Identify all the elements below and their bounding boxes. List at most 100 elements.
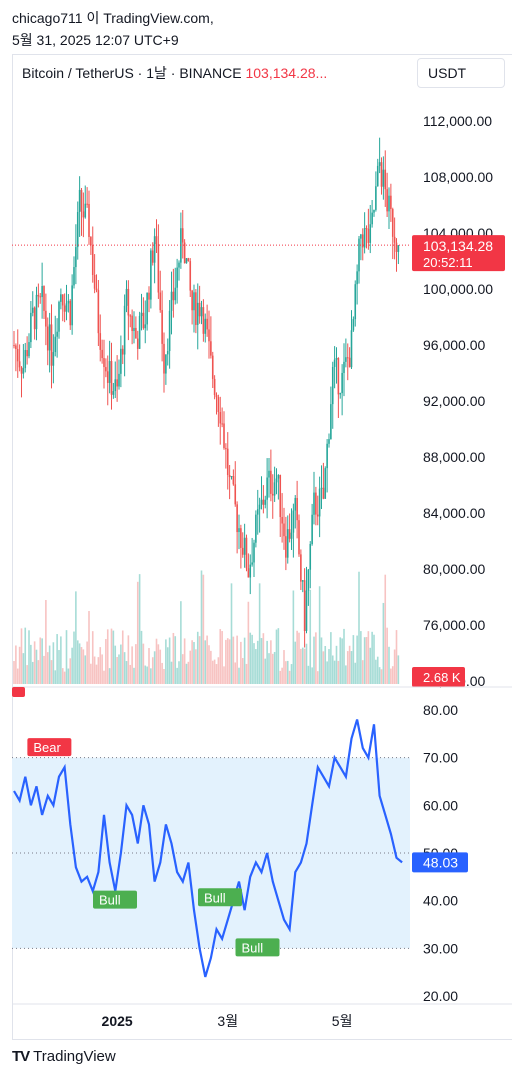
candle-body: [172, 291, 175, 301]
volume-bar: [307, 665, 310, 684]
time-axis[interactable]: 2025 3월 5월: [12, 1003, 512, 1029]
candle-body: [253, 542, 255, 563]
volume-bar: [333, 660, 336, 684]
candle-body: [33, 307, 36, 330]
candle-body: [365, 228, 368, 230]
signal-label-bg: [93, 890, 137, 909]
candle-body: [305, 590, 308, 631]
candle-body: [187, 258, 190, 262]
volume-bar: [99, 647, 102, 684]
volume-bar: [75, 591, 77, 684]
candle-body: [343, 361, 345, 373]
volume-bar: [367, 631, 370, 684]
candle-body: [264, 499, 267, 505]
candle-body: [123, 305, 126, 355]
volume-bar: [382, 602, 385, 684]
volume-bar: [174, 636, 177, 684]
candle-body: [37, 294, 40, 297]
volume-bar: [217, 657, 220, 684]
candle-body: [345, 357, 347, 362]
candle-body: [174, 287, 177, 301]
candle-body: [116, 379, 118, 387]
volume-bar: [324, 646, 327, 684]
volume-tag-bg: [412, 667, 465, 687]
candle-body: [157, 244, 160, 293]
volume-bar: [176, 667, 178, 684]
volume-bar: [320, 637, 323, 684]
volume-bar: [350, 651, 353, 684]
volume-bar: [148, 648, 150, 684]
volume-bar: [223, 666, 225, 684]
candle-body: [103, 358, 105, 368]
candle-body: [393, 236, 396, 243]
volume-bar: [191, 640, 193, 684]
price-axis[interactable]: 112,000.00108,000.00104,000.00100,000.00…: [423, 113, 493, 689]
volume-bar: [305, 643, 308, 684]
candle-body: [208, 329, 210, 342]
candle-body: [45, 310, 47, 327]
currency-button[interactable]: USDT: [417, 58, 505, 88]
candle-body: [339, 393, 342, 395]
candle-body: [112, 391, 115, 395]
candle-body: [183, 242, 186, 264]
candle-body: [35, 294, 38, 330]
candle-body: [84, 203, 87, 218]
candle-body: [131, 315, 133, 332]
volume-bar: [106, 629, 109, 684]
volume-bar: [232, 636, 235, 684]
candle-body: [155, 236, 158, 245]
candle-body: [48, 324, 51, 351]
volume-bar: [253, 643, 255, 684]
volume-bar: [397, 655, 400, 684]
volume-bar: [180, 601, 182, 684]
chart-frame: [12, 54, 512, 1040]
candle-body: [193, 292, 195, 311]
volume-bar: [369, 647, 372, 684]
volume-bar: [348, 645, 351, 684]
volume-bar: [371, 631, 373, 684]
candle-body: [106, 371, 109, 383]
price-axis-tick: 76,000.00: [423, 617, 485, 633]
volume-bar: [151, 657, 154, 684]
volume-bar: [354, 662, 357, 684]
tradingview-logo[interactable]: TV TradingView: [12, 1048, 116, 1065]
signal-label-text: Bull: [99, 893, 121, 908]
candle-body: [375, 186, 377, 210]
candle-body: [67, 300, 70, 304]
volume-bar: [288, 670, 291, 684]
volume-bar: [318, 586, 321, 684]
rsi-axis-tick: 80.00: [423, 702, 458, 718]
candle-body: [41, 286, 43, 298]
candle-body: [39, 296, 42, 298]
candle-body: [384, 169, 387, 190]
price-axis-tick: 108,000.00: [423, 169, 493, 185]
candle-body: [86, 203, 88, 205]
rsi-axis-tick: 20.00: [423, 988, 458, 1004]
candle-body: [382, 169, 385, 187]
candle-body: [226, 448, 229, 476]
volume-bar: [86, 641, 88, 684]
volume-bar: [33, 641, 36, 684]
candle-body: [380, 162, 383, 187]
volume-bar: [211, 660, 214, 684]
candle-body: [249, 564, 252, 578]
volume-bar: [395, 630, 398, 684]
candle-body: [191, 290, 193, 311]
candle-body: [127, 288, 130, 316]
signal-label-bg: [27, 738, 72, 757]
candle-body: [260, 499, 263, 505]
candle-body: [61, 294, 64, 306]
candle-body: [352, 319, 355, 331]
candle-body: [99, 333, 102, 350]
volume-bar: [69, 658, 72, 684]
volume-bar: [35, 649, 38, 684]
volume-bar: [165, 639, 167, 684]
volume-bar: [273, 651, 276, 684]
volume-bar: [210, 650, 212, 684]
symbol-legend[interactable]: Bitcoin / TetherUS · 1날 · BINANCE 103,13…: [22, 63, 327, 83]
candle-body: [256, 509, 259, 515]
volume-bar: [26, 665, 28, 684]
candle-body: [108, 361, 111, 383]
